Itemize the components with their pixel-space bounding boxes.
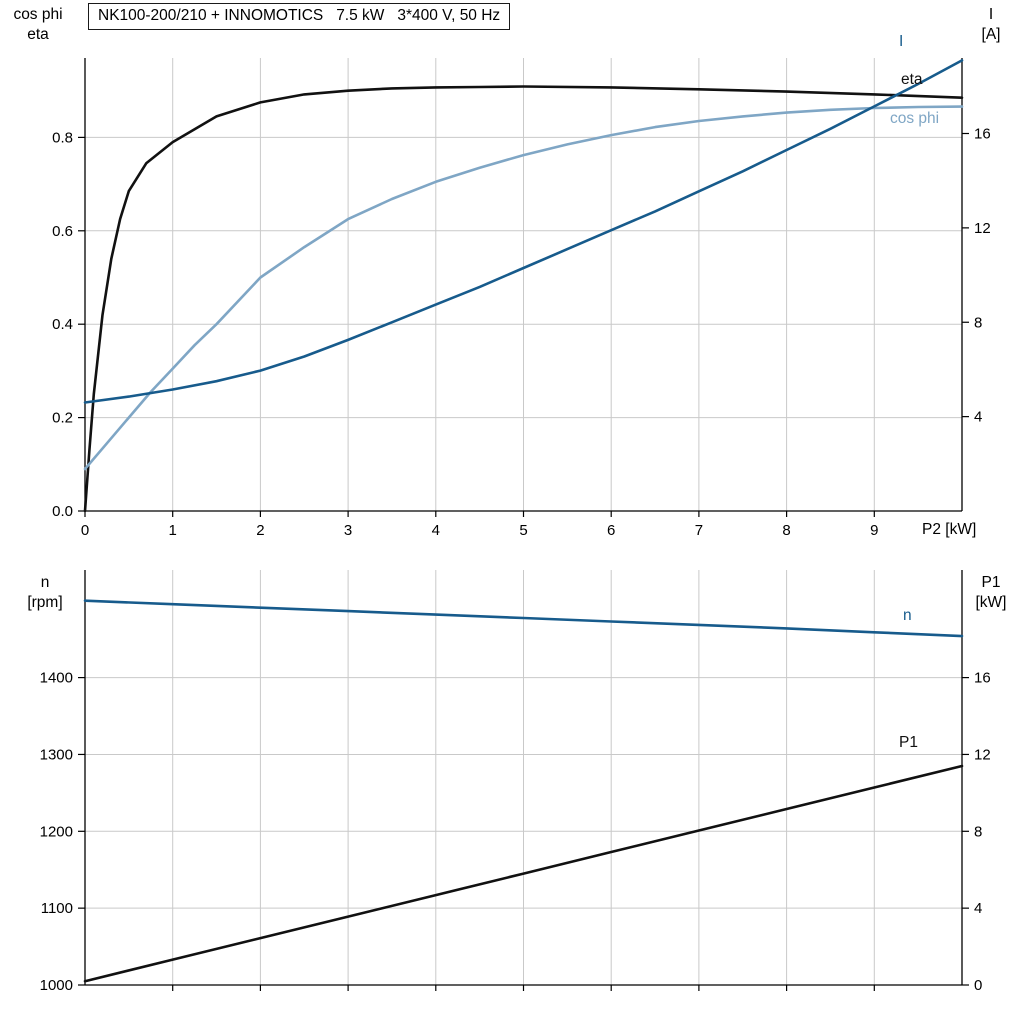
right-axis-title-top-chart: I [A] xyxy=(964,5,1018,45)
axis-label-kw-unit: [kW] xyxy=(975,594,1007,611)
svg-text:1: 1 xyxy=(169,522,177,539)
curve-label-eta: eta xyxy=(901,71,923,88)
curve-label-p1: P1 xyxy=(899,734,918,751)
svg-text:1000: 1000 xyxy=(40,977,73,994)
svg-text:0.8: 0.8 xyxy=(52,129,73,146)
svg-text:0: 0 xyxy=(81,522,89,539)
svg-text:1200: 1200 xyxy=(40,823,73,840)
svg-text:0: 0 xyxy=(974,977,982,994)
svg-text:16: 16 xyxy=(974,670,991,687)
svg-text:6: 6 xyxy=(607,522,615,539)
axis-label-p1: P1 xyxy=(981,574,1001,591)
svg-text:12: 12 xyxy=(974,220,991,237)
svg-text:1400: 1400 xyxy=(40,670,73,687)
svg-text:1100: 1100 xyxy=(41,900,73,917)
svg-text:0.6: 0.6 xyxy=(52,223,73,240)
right-axis-title-bottom-chart: P1 [kW] xyxy=(962,573,1020,613)
chart-title-box: NK100-200/210 + INNOMOTICS 7.5 kW 3*400 … xyxy=(88,3,511,30)
svg-text:3: 3 xyxy=(344,522,352,539)
svg-text:4: 4 xyxy=(974,900,982,917)
axis-label-rpm-unit: [rpm] xyxy=(27,594,63,611)
svg-text:7: 7 xyxy=(695,522,703,539)
svg-text:2: 2 xyxy=(256,522,264,539)
svg-text:8: 8 xyxy=(782,522,790,539)
axis-label-eta: eta xyxy=(27,26,49,43)
svg-text:0.0: 0.0 xyxy=(52,503,73,520)
axis-label-speed: n xyxy=(40,574,50,591)
svg-text:8: 8 xyxy=(974,314,982,331)
curve-label-cos-phi: cos phi xyxy=(890,110,940,127)
svg-text:4: 4 xyxy=(974,409,982,426)
svg-text:4: 4 xyxy=(432,522,440,539)
axis-label-ampere-unit: [A] xyxy=(981,26,1001,43)
curve-label-speed: n xyxy=(903,607,912,624)
svg-text:0.2: 0.2 xyxy=(52,410,73,427)
svg-text:0.4: 0.4 xyxy=(52,316,73,333)
axis-label-cos-phi: cos phi xyxy=(13,6,63,23)
svg-text:8: 8 xyxy=(974,823,982,840)
svg-text:5: 5 xyxy=(519,522,527,539)
svg-text:12: 12 xyxy=(974,746,991,763)
svg-text:1300: 1300 xyxy=(40,746,73,763)
curve-label-current: I xyxy=(899,33,904,50)
svg-text:9: 9 xyxy=(870,522,878,539)
axis-label-current: I xyxy=(988,6,994,23)
left-axis-title-bottom-chart: n [rpm] xyxy=(12,573,78,613)
left-axis-title-top-chart: cos phi eta xyxy=(2,5,74,45)
svg-text:16: 16 xyxy=(974,126,991,143)
x-axis-label-p2: P2 [kW] xyxy=(922,521,977,538)
